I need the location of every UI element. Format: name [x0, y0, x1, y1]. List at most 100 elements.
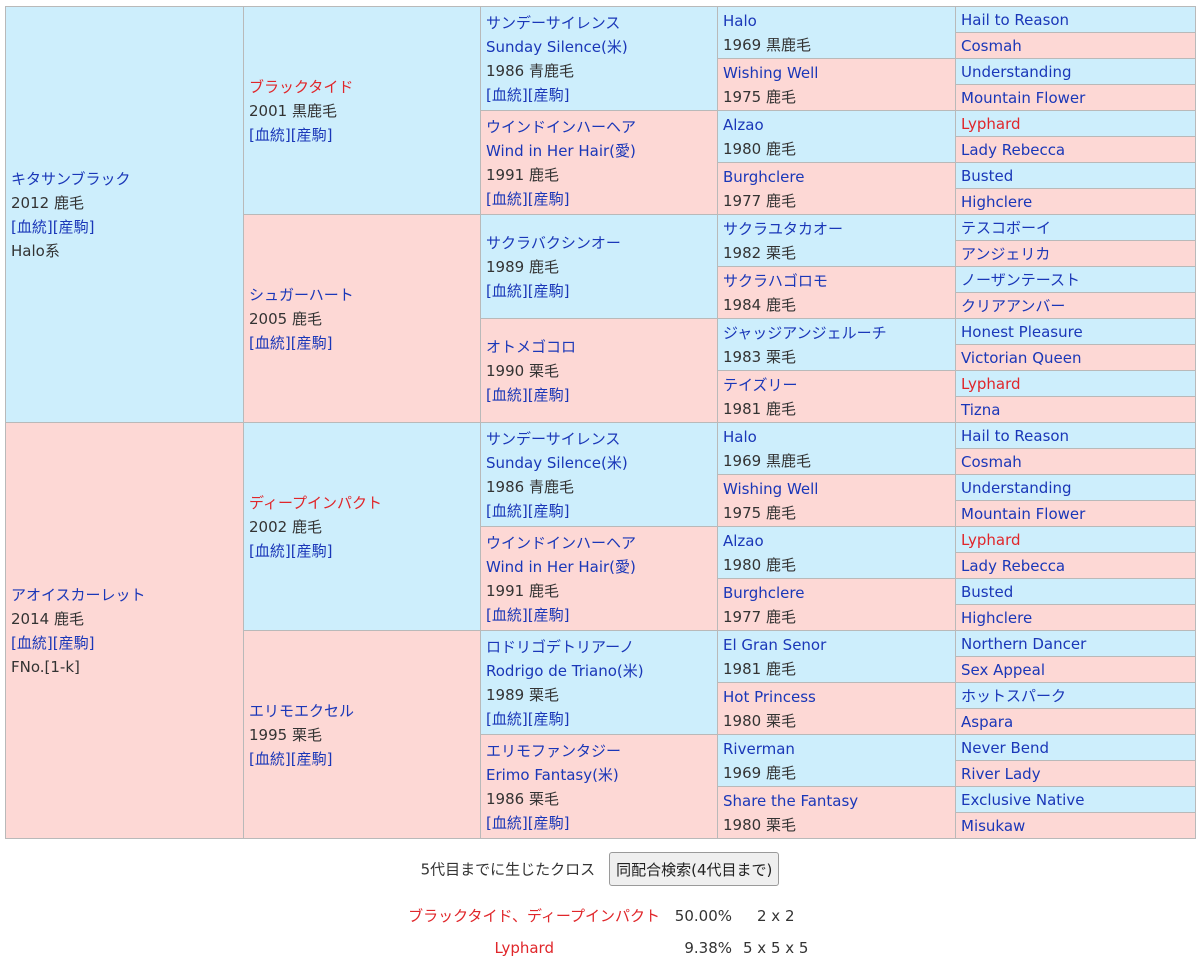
- bloodline-link[interactable]: [血統]: [486, 501, 528, 520]
- offspring-link[interactable]: [産駒]: [52, 633, 95, 652]
- horse-name-link[interactable]: サクラハゴロモ: [723, 271, 828, 290]
- bloodline-link[interactable]: [血統]: [486, 281, 528, 300]
- bloodline-link[interactable]: [血統]: [249, 333, 291, 352]
- horse-name-link[interactable]: Highclere: [961, 192, 1033, 211]
- coat-color: 鹿毛: [765, 295, 796, 314]
- horse-name-link[interactable]: Cosmah: [961, 452, 1022, 471]
- horse-name-link[interactable]: Hail to Reason: [961, 426, 1070, 445]
- horse-foreign-name-link[interactable]: Rodrigo de Triano(米): [486, 661, 644, 680]
- offspring-link[interactable]: [産駒]: [527, 189, 570, 208]
- cross-name-link[interactable]: ブラックタイド、ディープインパクト: [408, 907, 660, 925]
- horse-foreign-name-link[interactable]: Sunday Silence(米): [486, 37, 628, 56]
- bloodline-link[interactable]: [血統]: [249, 749, 291, 768]
- horse-name-link[interactable]: Alzao: [723, 115, 764, 134]
- horse-name-link[interactable]: Tizna: [961, 400, 1001, 419]
- horse-name-link[interactable]: アオイスカーレット: [11, 585, 146, 604]
- horse-name-link[interactable]: Hail to Reason: [961, 10, 1070, 29]
- horse-name-link[interactable]: Burghclere: [723, 583, 805, 602]
- horse-name-link[interactable]: Victorian Queen: [961, 348, 1082, 367]
- horse-name-link[interactable]: Exclusive Native: [961, 790, 1085, 809]
- horse-name-link[interactable]: サクラバクシンオー: [486, 233, 621, 252]
- horse-name-link[interactable]: アンジェリカ: [961, 244, 1051, 263]
- bloodline-link[interactable]: [血統]: [486, 813, 528, 832]
- horse-foreign-name-link[interactable]: Wind in Her Hair(愛): [486, 141, 636, 160]
- horse-name-link[interactable]: ディープインパクト: [249, 493, 383, 512]
- horse-name-link[interactable]: Cosmah: [961, 36, 1022, 55]
- bloodline-link[interactable]: [血統]: [486, 709, 528, 728]
- offspring-link[interactable]: [産駒]: [527, 813, 570, 832]
- horse-name-link[interactable]: サクラユタカオー: [723, 219, 844, 238]
- horse-name-link[interactable]: Never Bend: [961, 738, 1050, 757]
- horse-foreign-name-link[interactable]: Erimo Fantasy(米): [486, 765, 619, 784]
- horse-name-link[interactable]: Lyphard: [961, 530, 1021, 549]
- offspring-link[interactable]: [産駒]: [527, 501, 570, 520]
- offspring-link[interactable]: [産駒]: [527, 281, 570, 300]
- cross-name-link[interactable]: Lyphard: [494, 939, 554, 957]
- horse-name-link[interactable]: ロドリゴデトリアーノ: [486, 637, 635, 656]
- bloodline-link[interactable]: [血統]: [486, 385, 528, 404]
- horse-name-link[interactable]: サンデーサイレンス: [486, 13, 621, 32]
- bloodline-link[interactable]: [血統]: [249, 541, 291, 560]
- bloodline-link[interactable]: [血統]: [486, 189, 528, 208]
- horse-name-link[interactable]: オトメゴコロ: [486, 337, 577, 356]
- bloodline-link[interactable]: [血統]: [11, 633, 53, 652]
- horse-name-link[interactable]: エリモファンタジー: [486, 741, 622, 760]
- horse-name-link[interactable]: Wishing Well: [723, 63, 819, 82]
- offspring-link[interactable]: [産駒]: [527, 85, 570, 104]
- horse-name-link[interactable]: クリアアンバー: [961, 296, 1066, 315]
- horse-name-link[interactable]: キタサンブラック: [11, 169, 131, 188]
- offspring-link[interactable]: [産駒]: [290, 749, 333, 768]
- horse-name-link[interactable]: Honest Pleasure: [961, 322, 1083, 341]
- horse-name-link[interactable]: ホットスパーク: [961, 686, 1067, 705]
- horse-name-link[interactable]: Burghclere: [723, 167, 805, 186]
- horse-name-link[interactable]: Wishing Well: [723, 479, 819, 498]
- horse-name-link[interactable]: Lady Rebecca: [961, 140, 1066, 159]
- offspring-link[interactable]: [産駒]: [527, 385, 570, 404]
- horse-name-link[interactable]: ジャッジアンジェルーチ: [723, 323, 887, 342]
- horse-name-link[interactable]: ノーザンテースト: [961, 270, 1080, 289]
- horse-name-link[interactable]: Hot Princess: [723, 687, 816, 706]
- horse-name-link[interactable]: ブラックタイド: [249, 77, 354, 96]
- offspring-link[interactable]: [産駒]: [52, 217, 95, 236]
- offspring-link[interactable]: [産駒]: [527, 709, 570, 728]
- horse-name-link[interactable]: Understanding: [961, 62, 1072, 81]
- horse-name-link[interactable]: Halo: [723, 427, 757, 446]
- bloodline-link[interactable]: [血統]: [486, 85, 528, 104]
- horse-name-link[interactable]: Busted: [961, 166, 1014, 185]
- offspring-link[interactable]: [産駒]: [290, 333, 333, 352]
- bloodline-link[interactable]: [血統]: [11, 217, 53, 236]
- horse-name-link[interactable]: Mountain Flower: [961, 504, 1086, 523]
- horse-name-link[interactable]: サンデーサイレンス: [486, 429, 621, 448]
- horse-name-link[interactable]: テイズリー: [723, 375, 798, 394]
- horse-name-link[interactable]: Sex Appeal: [961, 660, 1046, 679]
- horse-name-link[interactable]: River Lady: [961, 764, 1041, 783]
- horse-name-link[interactable]: Alzao: [723, 531, 764, 550]
- offspring-link[interactable]: [産駒]: [290, 125, 333, 144]
- horse-name-link[interactable]: Lyphard: [961, 374, 1021, 393]
- horse-name-link[interactable]: Busted: [961, 582, 1014, 601]
- horse-name-link[interactable]: Share the Fantasy: [723, 791, 859, 810]
- horse-name-link[interactable]: Aspara: [961, 712, 1014, 731]
- bloodline-link[interactable]: [血統]: [486, 605, 528, 624]
- offspring-link[interactable]: [産駒]: [290, 541, 333, 560]
- horse-name-link[interactable]: El Gran Senor: [723, 635, 827, 654]
- horse-name-link[interactable]: Northern Dancer: [961, 634, 1087, 653]
- horse-name-link[interactable]: ウインドインハーヘア: [486, 533, 637, 552]
- same-mating-search-button[interactable]: 同配合検索(4代目まで): [609, 852, 780, 886]
- horse-name-link[interactable]: Understanding: [961, 478, 1072, 497]
- horse-foreign-name-link[interactable]: Wind in Her Hair(愛): [486, 557, 636, 576]
- horse-name-link[interactable]: エリモエクセル: [249, 701, 355, 720]
- horse-name-link[interactable]: ウインドインハーヘア: [486, 117, 637, 136]
- horse-name-link[interactable]: Riverman: [723, 739, 795, 758]
- horse-name-link[interactable]: シュガーハート: [249, 285, 354, 304]
- horse-name-link[interactable]: Lady Rebecca: [961, 556, 1066, 575]
- horse-name-link[interactable]: Lyphard: [961, 114, 1021, 133]
- horse-name-link[interactable]: Misukaw: [961, 816, 1026, 835]
- horse-name-link[interactable]: Mountain Flower: [961, 88, 1086, 107]
- offspring-link[interactable]: [産駒]: [527, 605, 570, 624]
- horse-foreign-name-link[interactable]: Sunday Silence(米): [486, 453, 628, 472]
- horse-name-link[interactable]: Highclere: [961, 608, 1033, 627]
- horse-name-link[interactable]: Halo: [723, 11, 757, 30]
- horse-name-link[interactable]: テスコボーイ: [961, 218, 1052, 237]
- bloodline-link[interactable]: [血統]: [249, 125, 291, 144]
